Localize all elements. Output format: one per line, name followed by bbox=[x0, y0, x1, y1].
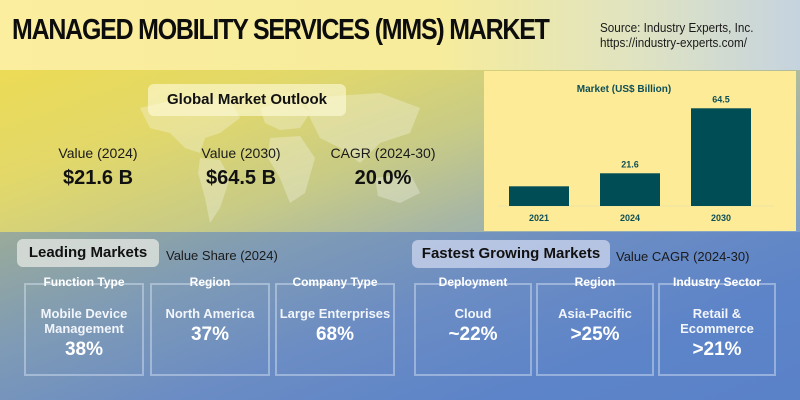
stat-label: Value (2024) bbox=[58, 145, 138, 161]
bar-2030 bbox=[691, 108, 751, 206]
leading-box-region: Region North America 37% bbox=[150, 275, 270, 376]
source-url: https://industry-experts.com/ bbox=[600, 35, 747, 50]
segment-name: Large Enterprises bbox=[279, 306, 391, 321]
stat-value-2024: Value (2024) $21.6 B bbox=[33, 145, 163, 190]
box-heading: Function Type bbox=[43, 275, 125, 289]
segment-cagr: >25% bbox=[570, 324, 620, 345]
leading-markets-subtitle: Value Share (2024) bbox=[166, 248, 278, 263]
fastest-box-deployment: Deployment Cloud ~22% bbox=[414, 275, 532, 376]
stat-cagr: CAGR (2024-30) 20.0% bbox=[318, 145, 448, 190]
segment-name: Cloud bbox=[454, 306, 492, 321]
x-tick-label: 2021 bbox=[529, 213, 549, 223]
segment-share: 68% bbox=[315, 324, 355, 345]
source-credit: Source: Industry Experts, Inc. https://i… bbox=[600, 20, 753, 50]
fastest-box-industry-sector: Industry Sector Retail & Ecommerce >21% bbox=[658, 275, 776, 376]
stat-label: CAGR (2024-30) bbox=[330, 145, 436, 161]
market-bar-chart: Market (US$ Billion) 2021 2024 21.6 2030 64.… bbox=[498, 84, 774, 223]
box-heading: Industry Sector bbox=[672, 275, 762, 289]
box-heading: Company Type bbox=[292, 275, 378, 289]
fastest-growing-markets-heading: Fastest Growing Markets bbox=[412, 240, 610, 268]
x-tick-label: 2030 bbox=[711, 213, 731, 223]
stat-value-2030: Value (2030) $64.5 B bbox=[176, 145, 306, 190]
data-label: 64.5 bbox=[712, 94, 730, 104]
page-title: MANAGED MOBILITY SERVICES (MMS) MARKET bbox=[12, 14, 550, 46]
stat-value: $21.6 B bbox=[62, 167, 134, 189]
fastest-box-region: Region Asia-Pacific >25% bbox=[536, 275, 654, 376]
box-heading: Region bbox=[574, 275, 616, 289]
stat-label: Value (2030) bbox=[201, 145, 281, 161]
market-chart-panel: Market (US$ Billion) 2021 2024 21.6 2030 64.… bbox=[484, 71, 796, 231]
box-heading: Region bbox=[189, 275, 231, 289]
leading-box-function-type: Function Type Mobile Device Management 3… bbox=[24, 275, 144, 376]
chart-title: Market (US$ Billion) bbox=[577, 84, 671, 95]
source-name: Source: Industry Experts, Inc. bbox=[600, 20, 754, 35]
box-heading: Deployment bbox=[438, 275, 508, 289]
bar-2024 bbox=[600, 173, 660, 206]
x-tick-label: 2024 bbox=[620, 213, 640, 223]
leading-box-company-type: Company Type Large Enterprises 68% bbox=[275, 275, 395, 376]
segment-name: Mobile Device Management bbox=[40, 306, 128, 336]
stat-value: $64.5 B bbox=[205, 167, 277, 189]
segment-cagr: ~22% bbox=[448, 324, 498, 345]
bar-2021 bbox=[509, 186, 569, 206]
leading-markets-heading: Leading Markets bbox=[17, 239, 159, 267]
segment-name: Retail & Ecommerce bbox=[680, 306, 754, 336]
header-band bbox=[0, 0, 800, 70]
segment-share: 38% bbox=[64, 339, 104, 360]
bars-group: 2021 2024 21.6 2030 64.5 bbox=[509, 94, 751, 223]
stat-value: 20.0% bbox=[354, 167, 412, 189]
segment-cagr: >21% bbox=[692, 339, 742, 360]
data-label: 21.6 bbox=[621, 159, 639, 169]
segment-name: Asia-Pacific bbox=[558, 306, 632, 321]
segment-name: North America bbox=[165, 306, 255, 321]
segment-share: 37% bbox=[190, 324, 230, 345]
fastest-growing-subtitle: Value CAGR (2024-30) bbox=[616, 249, 750, 264]
global-market-outlook-heading: Global Market Outlook bbox=[148, 84, 346, 116]
